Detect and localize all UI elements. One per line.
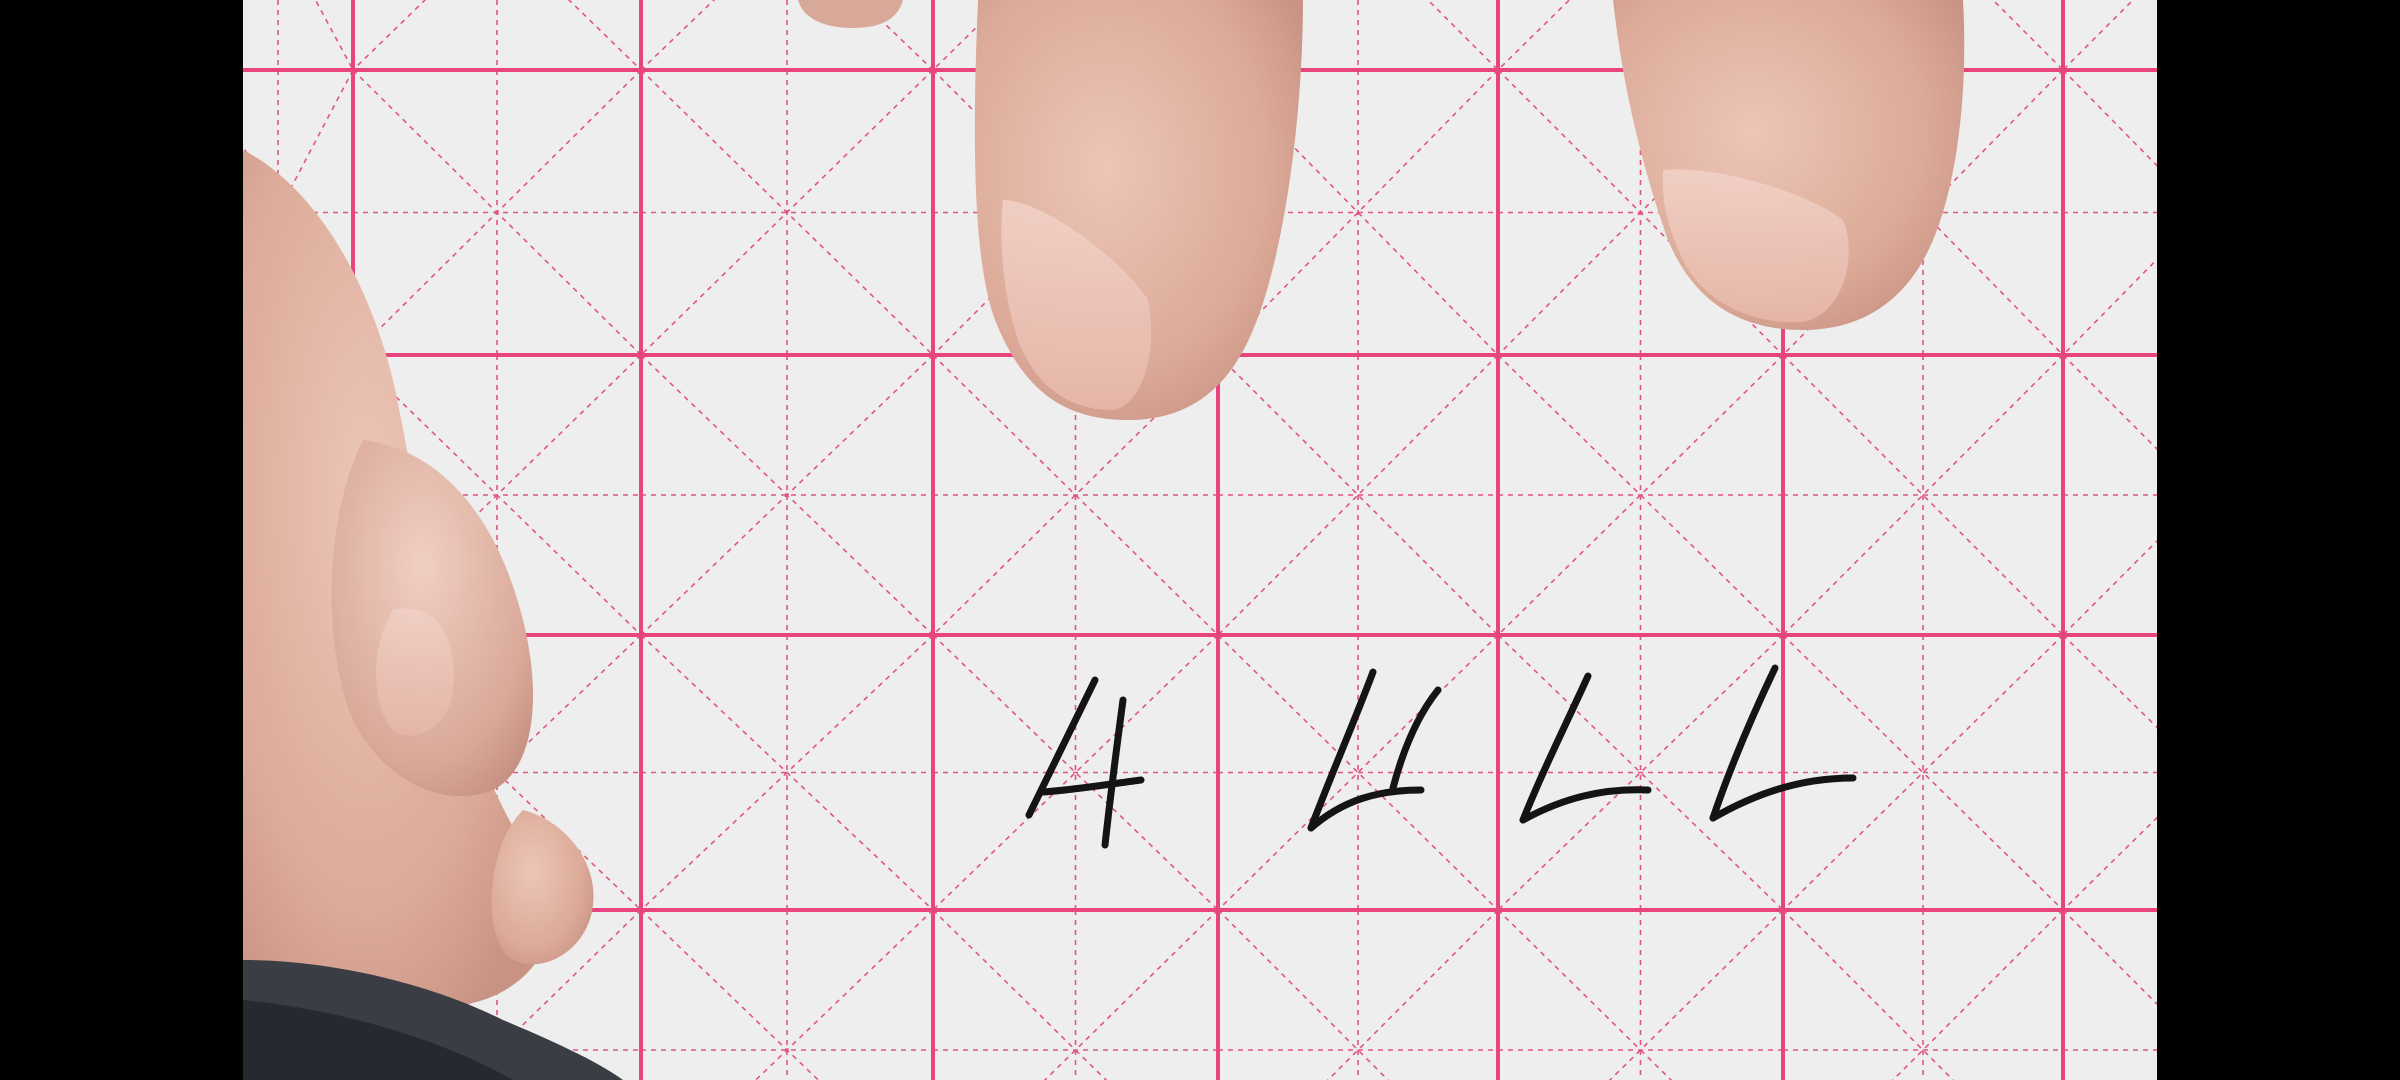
grid-guide-diagonal: [352, 0, 427, 71]
grid-guide-diagonal: [352, 634, 642, 911]
left-hand: [243, 150, 623, 1080]
grid-guide-diagonal: [932, 354, 1219, 636]
grid-guide-diagonal: [2062, 258, 2157, 356]
grid-guide-diagonal: [1497, 634, 1784, 911]
grid-guide-diagonal: [1782, 69, 2064, 356]
grid-guide-diagonal: [754, 909, 934, 1080]
grid-guide-diagonal: [932, 634, 1219, 911]
grid-guide-diagonal: [1497, 634, 1784, 911]
grid-guide-diagonal: [352, 69, 642, 356]
grid-guide-diagonal: [640, 354, 934, 636]
grid-guide-diagonal: [1497, 354, 1784, 636]
grid-guide-diagonal: [567, 0, 642, 71]
grid-guide-diagonal: [1497, 0, 1571, 71]
video-frame[interactable]: [243, 0, 2157, 1080]
handwritten-character-3: [1519, 672, 1652, 824]
grid-guide-diagonal: [1497, 354, 1784, 636]
grid-guide-diagonal: [932, 634, 1219, 911]
grid-guide-diagonal: [1217, 69, 1499, 356]
handwritten-character-2: [1307, 668, 1442, 832]
grid-guide-diagonal: [932, 354, 1219, 636]
scene-svg: [243, 0, 2157, 1080]
grid-guide-diagonal: [1497, 69, 1784, 356]
top-finger-1: [798, 0, 1303, 420]
handwritten-characters: [1025, 664, 1857, 849]
grid-guide-diagonal: [640, 634, 934, 911]
grid-guide-diagonal: [1217, 69, 1499, 356]
handwritten-character-4: [1709, 664, 1857, 822]
handwritten-character-1: [1025, 676, 1145, 849]
grid-guide-diagonal: [640, 69, 934, 356]
top-finger-2: [1613, 0, 1965, 330]
grid-guide-diagonal: [314, 0, 354, 71]
